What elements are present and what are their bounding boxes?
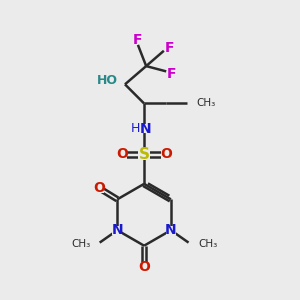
FancyBboxPatch shape [136,124,152,134]
Text: N: N [165,223,177,237]
Text: O: O [93,181,105,195]
FancyBboxPatch shape [112,226,122,235]
Text: N: N [112,223,123,237]
Text: S: S [139,147,150,162]
FancyBboxPatch shape [166,226,176,235]
FancyBboxPatch shape [117,150,127,159]
FancyBboxPatch shape [138,149,150,160]
Text: F: F [167,67,176,81]
Text: F: F [133,34,143,47]
FancyBboxPatch shape [140,262,149,271]
FancyBboxPatch shape [161,150,171,159]
FancyBboxPatch shape [103,77,120,86]
Text: CH₃: CH₃ [198,239,217,249]
Text: O: O [116,147,128,161]
Text: F: F [164,41,174,55]
Text: N: N [140,122,152,136]
Text: H: H [131,122,140,135]
FancyBboxPatch shape [94,184,104,193]
Text: CH₃: CH₃ [196,98,215,109]
Text: O: O [138,260,150,274]
Text: O: O [160,147,172,161]
Text: HO: HO [97,74,118,87]
Text: CH₃: CH₃ [71,239,90,249]
